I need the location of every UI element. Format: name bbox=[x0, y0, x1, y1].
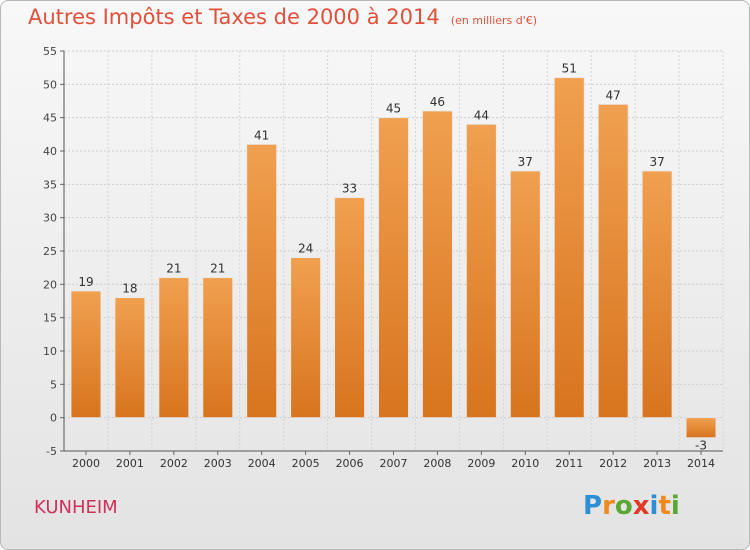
data-label: 18 bbox=[122, 282, 137, 296]
data-labels: 19 18 21 21 41 24 33 45 46 44 37 51 47 37 -3 bbox=[78, 62, 707, 453]
data-label: 37 bbox=[518, 155, 533, 169]
bars bbox=[70, 77, 717, 439]
bar bbox=[114, 297, 146, 419]
commune-name: KUNHEIM bbox=[34, 497, 118, 518]
bar bbox=[685, 417, 717, 439]
data-label: 41 bbox=[254, 128, 269, 142]
bar bbox=[334, 197, 365, 419]
x-tick-label: 2012 bbox=[599, 457, 627, 470]
data-label: 51 bbox=[562, 62, 577, 76]
y-tick-label: -5 bbox=[46, 445, 57, 458]
x-tick-label: 2000 bbox=[72, 457, 100, 470]
data-label: 33 bbox=[342, 182, 357, 196]
bar bbox=[290, 257, 321, 419]
y-tick-label: 50 bbox=[43, 78, 57, 91]
data-label: 19 bbox=[78, 275, 93, 289]
title-block: Autres Impôts et Taxes de 2000 à 2014 (e… bbox=[28, 5, 537, 29]
y-tick-label: 25 bbox=[43, 245, 57, 258]
x-tick-label: 2008 bbox=[423, 457, 451, 470]
bar bbox=[553, 77, 585, 419]
logo-letter: i bbox=[649, 491, 659, 521]
bar bbox=[158, 277, 190, 419]
y-tick-label: 10 bbox=[43, 345, 57, 358]
x-tick-label: 2005 bbox=[292, 457, 320, 470]
y-tick-label: 35 bbox=[43, 178, 57, 191]
bar bbox=[509, 170, 541, 419]
data-label: 44 bbox=[474, 108, 489, 122]
y-tick-label: 15 bbox=[43, 312, 57, 325]
bar bbox=[70, 290, 102, 419]
x-tick-label: 2002 bbox=[160, 457, 188, 470]
y-tick-label: 40 bbox=[43, 145, 57, 158]
y-tick-label: 20 bbox=[43, 278, 57, 291]
axes: -5 0 5 10 15 20 25 30 35 40 45 50 55 2000 2001 2002 2003… bbox=[43, 45, 723, 470]
x-tick-label: 2009 bbox=[467, 457, 495, 470]
data-label: 21 bbox=[210, 262, 225, 276]
x-tick-label: 2013 bbox=[643, 457, 671, 470]
bar bbox=[641, 170, 673, 419]
y-tick-label: 5 bbox=[50, 378, 57, 391]
x-tick-label: 2006 bbox=[336, 457, 364, 470]
data-label: 46 bbox=[430, 95, 445, 109]
x-tick-label: 2004 bbox=[248, 457, 276, 470]
data-label: 21 bbox=[166, 262, 181, 276]
x-tick-label: 2003 bbox=[204, 457, 232, 470]
logo-letter: o bbox=[614, 491, 633, 521]
data-label: 47 bbox=[606, 88, 621, 102]
bar bbox=[246, 143, 278, 419]
x-tick-label: 2014 bbox=[687, 457, 715, 470]
chart-title: Autres Impôts et Taxes de 2000 à 2014 bbox=[28, 5, 440, 29]
logo-letter: i bbox=[670, 491, 680, 521]
chart-subtitle: (en milliers d'€) bbox=[450, 14, 538, 27]
logo-letter: x bbox=[632, 491, 650, 521]
bar bbox=[466, 123, 497, 419]
bar bbox=[202, 277, 234, 419]
x-tick-label: 2010 bbox=[511, 457, 539, 470]
data-label: -3 bbox=[695, 439, 707, 453]
proxiti-logo: Proxiti bbox=[583, 491, 680, 521]
data-label: 37 bbox=[649, 155, 664, 169]
x-tick-label: 2007 bbox=[380, 457, 408, 470]
y-tick-label: 55 bbox=[43, 45, 57, 58]
y-tick-label: 30 bbox=[43, 212, 57, 225]
logo-letter: P bbox=[583, 491, 603, 521]
y-tick-label: 0 bbox=[50, 412, 57, 425]
data-label: 45 bbox=[386, 102, 401, 116]
bar bbox=[597, 103, 629, 419]
bar bbox=[422, 110, 453, 419]
x-tick-label: 2001 bbox=[116, 457, 144, 470]
data-label: 24 bbox=[298, 242, 313, 256]
logo-letter: t bbox=[658, 491, 671, 521]
logo-letter: r bbox=[602, 491, 615, 521]
x-tick-label: 2011 bbox=[555, 457, 583, 470]
bar bbox=[378, 117, 409, 419]
y-tick-label: 45 bbox=[43, 112, 57, 125]
